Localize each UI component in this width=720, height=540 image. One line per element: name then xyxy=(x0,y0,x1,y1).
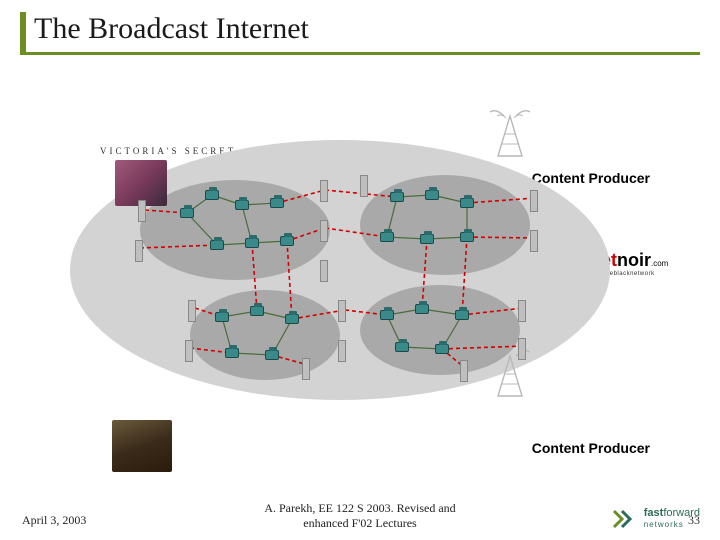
router-icon xyxy=(415,304,429,314)
fastforward-chevron-icon xyxy=(612,509,638,529)
subnet-blob xyxy=(360,285,520,375)
subnet-blob xyxy=(190,290,340,380)
router-icon xyxy=(265,350,279,360)
server-icon xyxy=(185,340,193,362)
server-icon xyxy=(188,300,196,322)
title-bar: The Broadcast Internet xyxy=(20,12,700,55)
server-icon xyxy=(338,340,346,362)
server-icon xyxy=(320,260,328,282)
server-icon xyxy=(518,300,526,322)
server-icon xyxy=(338,300,346,322)
server-icon xyxy=(460,360,468,382)
router-icon xyxy=(285,314,299,324)
antenna-icon xyxy=(490,108,530,158)
router-icon xyxy=(420,234,434,244)
server-icon xyxy=(518,338,526,360)
router-icon xyxy=(280,236,294,246)
router-icon xyxy=(210,240,224,250)
router-icon xyxy=(395,342,409,352)
server-icon xyxy=(320,180,328,202)
content-producer-bottom-label: Content Producer xyxy=(532,440,650,456)
netnoir-dotcom: .com xyxy=(651,259,668,268)
basketball-image-placeholder xyxy=(112,420,172,472)
server-icon xyxy=(135,240,143,262)
footer-date: April 3, 2003 xyxy=(22,513,86,528)
router-icon xyxy=(235,200,249,210)
server-icon xyxy=(360,175,368,197)
router-icon xyxy=(435,344,449,354)
router-icon xyxy=(390,192,404,202)
router-icon xyxy=(205,190,219,200)
server-icon xyxy=(138,200,146,222)
title-accent xyxy=(20,12,26,52)
router-icon xyxy=(455,310,469,320)
router-icon xyxy=(460,198,474,208)
router-icon xyxy=(380,310,394,320)
server-icon xyxy=(302,358,310,380)
footer-credit: A. Parekh, EE 122 S 2003. Revised and en… xyxy=(264,501,455,532)
subnet-blob xyxy=(360,175,530,275)
footer-brand: fastforward networks xyxy=(612,508,700,530)
router-icon xyxy=(425,190,439,200)
subnet-blob xyxy=(140,180,330,280)
server-icon xyxy=(530,190,538,212)
router-icon xyxy=(250,306,264,316)
page-number: 33 xyxy=(688,513,700,528)
router-icon xyxy=(180,208,194,218)
router-icon xyxy=(225,348,239,358)
router-icon xyxy=(270,198,284,208)
router-icon xyxy=(380,232,394,242)
server-icon xyxy=(530,230,538,252)
router-icon xyxy=(245,238,259,248)
router-icon xyxy=(460,232,474,242)
netnoir-noir: noir xyxy=(617,250,651,270)
router-icon xyxy=(215,312,229,322)
slide-title: The Broadcast Internet xyxy=(34,12,700,46)
server-icon xyxy=(320,220,328,242)
